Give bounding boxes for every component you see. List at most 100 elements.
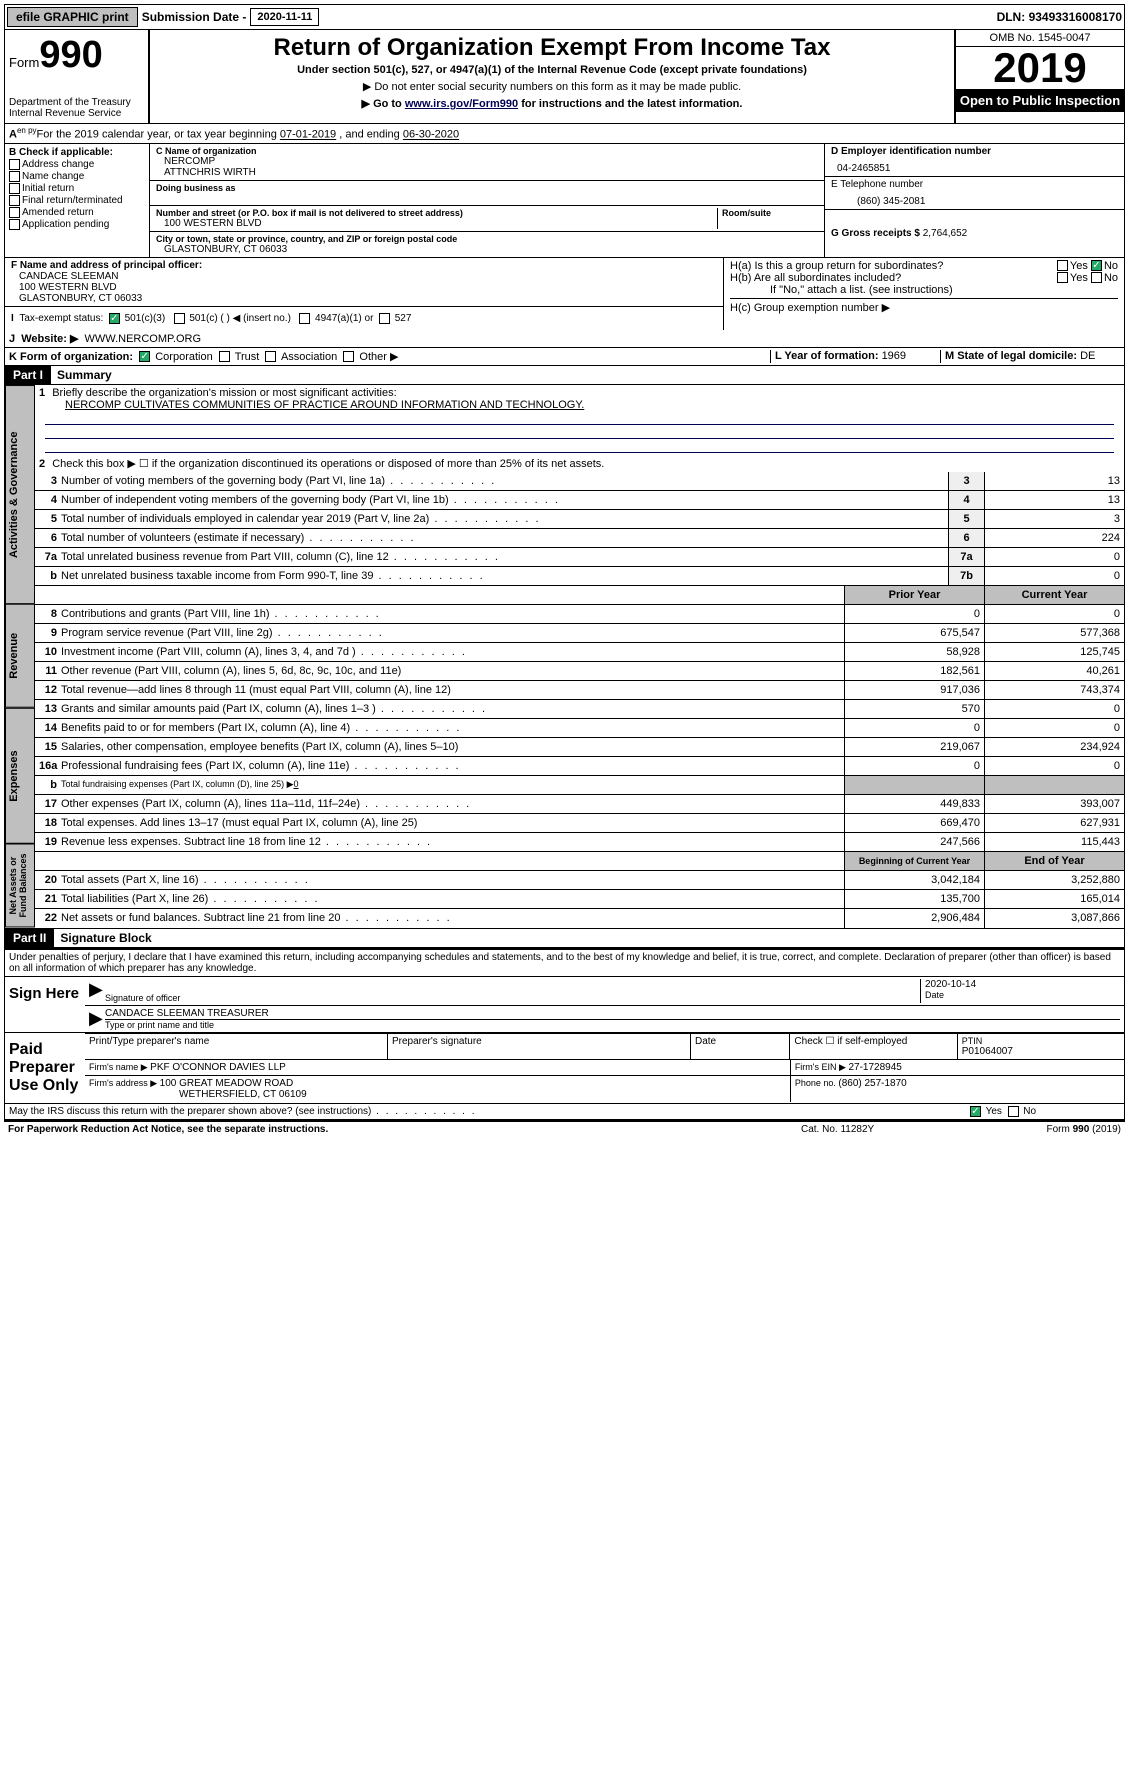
hdr-beg: Beginning of Current Year	[844, 852, 984, 870]
checkbox-icon[interactable]	[343, 351, 354, 362]
name-title-label: Type or print name and title	[105, 1020, 1120, 1030]
line-16b-pre: Total fundraising expenses (Part IX, col…	[61, 779, 294, 789]
org-name-2: ATTNCHRIS WIRTH	[156, 167, 818, 178]
row-f-h: F Name and address of principal officer:…	[4, 257, 1125, 330]
tax-year: 2019	[956, 47, 1124, 89]
checkbox-icon[interactable]	[9, 171, 20, 182]
checkbox-checked-icon[interactable]: ✓	[139, 351, 150, 362]
c21: 165,014	[984, 890, 1124, 908]
org-name-1: NERCOMP	[156, 156, 818, 167]
org-address: 100 WESTERN BLVD	[156, 218, 717, 229]
signature-block: Under penalties of perjury, I declare th…	[4, 948, 1125, 1120]
c12: 743,374	[984, 681, 1124, 699]
irs-link[interactable]: www.irs.gov/Form990	[405, 98, 518, 110]
discuss-question: May the IRS discuss this return with the…	[9, 1106, 970, 1117]
box-b-item: Initial return	[9, 183, 145, 194]
website: WWW.NERCOMP.ORG	[85, 333, 202, 345]
tab-expenses: Expenses	[5, 708, 35, 844]
line-4: Number of independent voting members of …	[61, 494, 944, 506]
phone: (860) 345-2081	[831, 190, 1118, 207]
opt-527: 527	[395, 313, 412, 324]
box-c-city-label: City or town, state or province, country…	[156, 234, 818, 244]
box-b-label: Final return/terminated	[22, 195, 123, 206]
hdr-end: End of Year	[984, 852, 1124, 870]
officer-addr2: GLASTONBURY, CT 06033	[11, 293, 717, 304]
checkbox-icon[interactable]	[1008, 1106, 1019, 1117]
dln: DLN: 93493316008170	[997, 10, 1122, 24]
paid-preparer-label: Paid Preparer Use Only	[5, 1033, 85, 1103]
checkbox-icon[interactable]	[1091, 272, 1102, 283]
form-number-box: Form990 Department of the Treasury Inter…	[5, 30, 150, 123]
form-prefix: Form	[9, 55, 39, 70]
box-c: C Name of organization NERCOMP ATTNCHRIS…	[150, 144, 824, 257]
dln-value: 93493316008170	[1029, 10, 1122, 24]
opt-501c3: 501(c)(3)	[125, 313, 166, 324]
sig-date: 2020-10-14	[925, 979, 1120, 990]
c13: 0	[984, 700, 1124, 718]
row-a-tax-year: Aen pyFor the 2019 calendar year, or tax…	[4, 124, 1125, 144]
c14: 0	[984, 719, 1124, 737]
checkbox-icon[interactable]	[9, 159, 20, 170]
line-14: Benefits paid to or for members (Part IX…	[61, 722, 840, 734]
opt-4947: 4947(a)(1) or	[315, 313, 373, 324]
checkbox-icon[interactable]	[265, 351, 276, 362]
p13: 570	[844, 700, 984, 718]
checkbox-icon[interactable]	[219, 351, 230, 362]
row-a-end: 06-30-2020	[403, 129, 459, 141]
checkbox-checked-icon[interactable]: ✓	[109, 313, 120, 324]
c16a: 0	[984, 757, 1124, 775]
checkbox-icon[interactable]	[9, 207, 20, 218]
checkbox-icon[interactable]	[174, 313, 185, 324]
efile-button[interactable]: efile GRAPHIC print	[7, 7, 138, 27]
checkbox-icon[interactable]	[9, 183, 20, 194]
box-d-e-g: D Employer identification number 04-2465…	[824, 144, 1124, 257]
line-16b-val: 0	[294, 779, 299, 789]
p20: 3,042,184	[844, 871, 984, 889]
p15: 219,067	[844, 738, 984, 756]
line-8: Contributions and grants (Part VIII, lin…	[61, 608, 840, 620]
opt-other: Other ▶	[359, 351, 398, 363]
sig-officer-label: Signature of officer	[105, 993, 920, 1003]
row-a-begin: 07-01-2019	[280, 129, 336, 141]
checkbox-icon[interactable]	[379, 313, 390, 324]
paperwork-notice: For Paperwork Reduction Act Notice, see …	[8, 1124, 801, 1135]
checkbox-icon[interactable]	[1057, 272, 1068, 283]
form-title: Return of Organization Exempt From Incom…	[158, 34, 946, 62]
firm-ein: 27-1728945	[848, 1062, 901, 1073]
checkbox-icon[interactable]	[1057, 260, 1068, 271]
line-1-value: NERCOMP CULTIVATES COMMUNITIES OF PRACTI…	[39, 399, 584, 411]
checkbox-checked-icon[interactable]: ✓	[1091, 260, 1102, 271]
checkbox-icon[interactable]	[9, 219, 20, 230]
line-3: Number of voting members of the governin…	[61, 475, 944, 487]
part-2-title: Signature Block	[54, 931, 151, 945]
arrow-icon: ▶	[89, 1008, 105, 1030]
tab-activities-governance: Activities & Governance	[5, 385, 35, 604]
submission-date: 2020-11-11	[250, 8, 319, 26]
perjury-statement: Under penalties of perjury, I declare th…	[5, 950, 1124, 976]
line-7b: Net unrelated business taxable income fr…	[61, 570, 944, 582]
checkbox-checked-icon[interactable]: ✓	[970, 1106, 981, 1117]
firm-addr-label: Firm's address ▶	[89, 1078, 160, 1088]
form-note-1: ▶ Do not enter social security numbers o…	[158, 80, 946, 93]
department: Department of the Treasury Internal Reve…	[9, 97, 144, 119]
box-b-label: Initial return	[22, 183, 74, 194]
officer-addr1: 100 WESTERN BLVD	[11, 282, 717, 293]
checkbox-icon[interactable]	[9, 195, 20, 206]
firm-ein-label: Firm's EIN ▶	[795, 1062, 849, 1072]
box-b-label: Amended return	[22, 207, 94, 218]
line-13: Grants and similar amounts paid (Part IX…	[61, 703, 840, 715]
gross-receipts: 2,764,652	[923, 228, 968, 239]
line-16b: Total fundraising expenses (Part IX, col…	[61, 779, 840, 790]
yes-label: Yes	[1070, 260, 1088, 272]
form-header: Form990 Department of the Treasury Inter…	[4, 30, 1125, 124]
checkbox-icon[interactable]	[299, 313, 310, 324]
c11: 40,261	[984, 662, 1124, 680]
val-7a: 0	[984, 548, 1124, 566]
year-formation: 1969	[882, 350, 906, 362]
row-a-mid: , and ending	[336, 129, 403, 141]
line-5: Total number of individuals employed in …	[61, 513, 944, 525]
opt-corp: Corporation	[155, 351, 212, 363]
c9: 577,368	[984, 624, 1124, 642]
p14: 0	[844, 719, 984, 737]
form-number: 990	[39, 34, 102, 76]
